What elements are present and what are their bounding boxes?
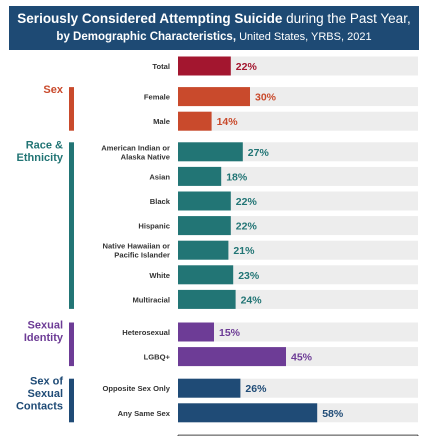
bar-track-male — [178, 111, 418, 131]
bar-black — [178, 191, 231, 211]
bar-asian — [178, 166, 222, 186]
bar-any-same-sex — [178, 403, 318, 423]
group-label-race-ethnicity: Race & Ethnicity — [17, 139, 64, 164]
category-label-female: Female — [144, 93, 170, 102]
category-label-lgbq: LGBQ+ — [144, 353, 171, 362]
chart-title-banner: Seriously Considered Attempting Suicide … — [9, 6, 419, 50]
value-label-heterosexual: 15% — [219, 327, 241, 339]
value-label-any-same-sex: 58% — [322, 408, 344, 420]
value-label-american-indian-or-alaska-native: 27% — [248, 147, 270, 159]
bar-hispanic — [178, 216, 231, 236]
category-label-hispanic: Hispanic — [138, 222, 170, 231]
bar-track-native-hawaiian-or-pacific-islander — [178, 240, 418, 260]
category-label-multiracial: Multiracial — [132, 295, 170, 304]
group-label-sex-of-sexual-contacts: Sex of Sexual Contacts — [16, 376, 63, 413]
bar-track-total — [178, 56, 418, 76]
bar-total — [178, 56, 231, 76]
category-label-white: White — [149, 271, 170, 280]
category-label-native-hawaiian-or-pacific-islander: Native Hawaiian or Pacific Islander — [102, 242, 170, 260]
category-label-asian: Asian — [149, 172, 170, 181]
group-bracket-sexual-identity — [69, 322, 74, 367]
chart-title: Seriously Considered Attempting Suicide … — [17, 11, 411, 26]
bar-heterosexual — [178, 322, 214, 342]
value-label-asian: 18% — [226, 171, 248, 183]
value-label-white: 23% — [238, 270, 260, 282]
category-label-american-indian-or-alaska-native: American Indian or Alaska Native — [101, 143, 170, 161]
chart-subtitle: by Demographic Characteristics, United S… — [56, 31, 372, 43]
group-label-sexual-identity: Sexual Identity — [24, 320, 64, 345]
value-label-multiracial: 24% — [241, 294, 263, 306]
category-label-total: Total — [152, 62, 170, 71]
bar-multiracial — [178, 289, 236, 309]
bar-male — [178, 111, 212, 131]
bar-white — [178, 265, 234, 285]
bar-track-white — [178, 265, 418, 285]
category-label-opposite-sex-only: Opposite Sex Only — [102, 384, 170, 393]
category-label-any-same-sex: Any Same Sex — [118, 409, 171, 418]
bar-opposite-sex-only — [178, 378, 241, 398]
value-label-hispanic: 22% — [236, 221, 258, 233]
bar-track-hispanic — [178, 216, 418, 236]
value-label-female: 30% — [255, 92, 277, 104]
value-label-male: 14% — [217, 116, 239, 128]
group-bracket-race-ethnicity — [69, 142, 74, 309]
category-label-black: Black — [150, 197, 171, 206]
group-bracket-sex — [69, 87, 74, 131]
category-label-heterosexual: Heterosexual — [122, 328, 170, 337]
bar-track-black — [178, 191, 418, 211]
bar-track-multiracial — [178, 289, 418, 309]
bar-american-indian-or-alaska-native — [178, 142, 243, 162]
bar-track-asian — [178, 166, 418, 186]
bar-female — [178, 87, 250, 107]
value-label-native-hawaiian-or-pacific-islander: 21% — [233, 245, 255, 257]
category-label-male: Male — [153, 117, 170, 126]
group-bracket-sex-of-sexual-contacts — [69, 378, 74, 423]
value-label-black: 22% — [236, 196, 258, 208]
bar-lgbq — [178, 347, 286, 367]
value-label-total: 22% — [236, 61, 258, 73]
value-label-opposite-sex-only: 26% — [245, 383, 267, 395]
bar-native-hawaiian-or-pacific-islander — [178, 240, 229, 260]
group-label-sex: Sex — [43, 84, 63, 96]
value-label-lgbq: 45% — [291, 352, 313, 364]
bar-track-heterosexual — [178, 322, 418, 342]
